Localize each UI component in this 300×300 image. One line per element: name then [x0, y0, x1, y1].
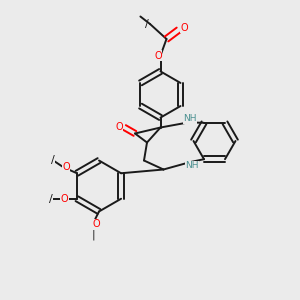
Text: /: / — [49, 194, 53, 204]
Text: |: | — [91, 229, 95, 240]
Text: NH: NH — [183, 114, 197, 123]
Text: O: O — [180, 22, 188, 33]
Text: /: / — [51, 155, 55, 165]
Text: O: O — [115, 122, 123, 132]
Text: /: / — [145, 19, 148, 29]
Text: O: O — [62, 162, 70, 172]
Text: O: O — [154, 50, 162, 61]
Text: O: O — [92, 219, 100, 230]
Text: NH: NH — [185, 161, 199, 170]
Text: O: O — [61, 194, 68, 204]
